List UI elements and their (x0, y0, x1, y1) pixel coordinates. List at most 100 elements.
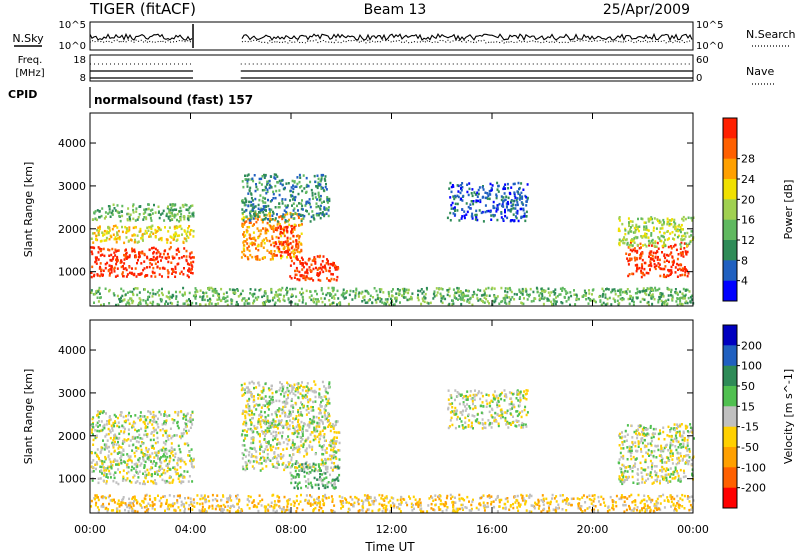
velocity-cell (103, 424, 106, 428)
velocity-cell (185, 425, 188, 428)
power-cell (192, 213, 195, 216)
power-cell (188, 263, 191, 266)
power-cell (157, 251, 160, 254)
power-cell (407, 291, 410, 295)
velocity-cell (159, 458, 161, 462)
velocity-cell (119, 411, 122, 414)
power-cell (295, 273, 298, 277)
power-cell (315, 266, 317, 270)
power-cell (98, 227, 101, 231)
velocity-cell (295, 425, 298, 429)
power-cell (177, 247, 180, 251)
velocity-cell (139, 411, 142, 414)
velocity-cell (509, 412, 512, 415)
power-cell (317, 214, 320, 217)
velocity-cell (148, 458, 151, 462)
power-cell (489, 182, 492, 186)
power-cell (259, 211, 262, 215)
power-cell (162, 252, 165, 256)
velocity-cell (181, 434, 184, 438)
power-cell (313, 258, 315, 261)
velocity-cell (331, 439, 334, 442)
velocity-cell (319, 410, 322, 413)
velocity-cell (290, 474, 293, 477)
power-cell (312, 214, 315, 217)
velocity-cell (134, 481, 137, 484)
velocity-cell (161, 449, 164, 452)
power-cell (243, 201, 246, 204)
velocity-cell (168, 460, 171, 463)
velocity-cell (127, 470, 130, 474)
power-cell (289, 242, 292, 245)
velocity-cell (108, 450, 111, 453)
power-cell (295, 244, 297, 247)
power-cell (491, 286, 494, 290)
velocity-cell (318, 467, 321, 470)
power-cell (293, 196, 296, 199)
velocity-cell (335, 451, 338, 454)
power-cell (460, 298, 462, 301)
power-cell (95, 259, 98, 262)
power-cell (601, 295, 604, 298)
velocity-cell (318, 412, 321, 415)
power-cell (632, 303, 635, 307)
power-cell (253, 236, 256, 240)
velocity-cell (298, 450, 301, 454)
power-cell (686, 274, 689, 278)
velocity-cell (136, 436, 139, 439)
velocity-cell (320, 411, 322, 415)
velocity-cell (138, 470, 141, 473)
velocity-cell (264, 440, 267, 444)
power-cell (478, 186, 481, 189)
velocity-cell (109, 460, 112, 464)
velocity-cell (174, 455, 177, 459)
velocity-cell (97, 416, 100, 419)
velocity-cell (262, 387, 265, 390)
power-cell (111, 213, 114, 216)
power-cell (151, 270, 154, 274)
power-cell (246, 299, 248, 302)
power-cell (607, 288, 610, 291)
power-cell (631, 220, 634, 223)
power-cell (290, 259, 293, 263)
velocity-cell (500, 397, 503, 401)
power-cell (528, 295, 531, 298)
velocity-cell (171, 450, 174, 453)
velocity-cell (289, 410, 292, 414)
power-cell (116, 255, 119, 259)
power-cell (264, 229, 267, 232)
power-cell (476, 297, 479, 300)
power-cell (628, 243, 631, 247)
power-cell (127, 207, 130, 210)
power-cell (640, 275, 643, 279)
velocity-cell (286, 415, 289, 418)
velocity-cell (308, 421, 311, 424)
power-cell (138, 253, 141, 257)
velocity-cell (162, 441, 165, 444)
velocity-cell (326, 402, 329, 406)
power-cell (323, 177, 326, 181)
power-cell (254, 288, 257, 291)
power-cell (131, 250, 134, 253)
power-cell (323, 200, 325, 203)
power-cell (110, 271, 113, 274)
velocity-cell (147, 456, 150, 459)
velocity-cell (135, 449, 138, 453)
velocity-cell (269, 402, 271, 405)
velocity-cell (261, 430, 264, 433)
power-cell (122, 275, 125, 278)
velocity-cell (333, 466, 336, 469)
velocity-cell (314, 400, 317, 403)
velocity-cell (246, 391, 249, 394)
power-cell (390, 290, 393, 293)
velocity-cell (259, 469, 262, 472)
power-cell (318, 183, 321, 186)
power-cell (115, 258, 117, 261)
velocity-cell (293, 383, 296, 386)
velocity-cell (275, 390, 277, 394)
velocity-cell (260, 456, 262, 460)
power-cell (153, 271, 156, 275)
power-cell (477, 188, 480, 192)
power-cell (518, 288, 521, 291)
power-cell (278, 193, 281, 197)
